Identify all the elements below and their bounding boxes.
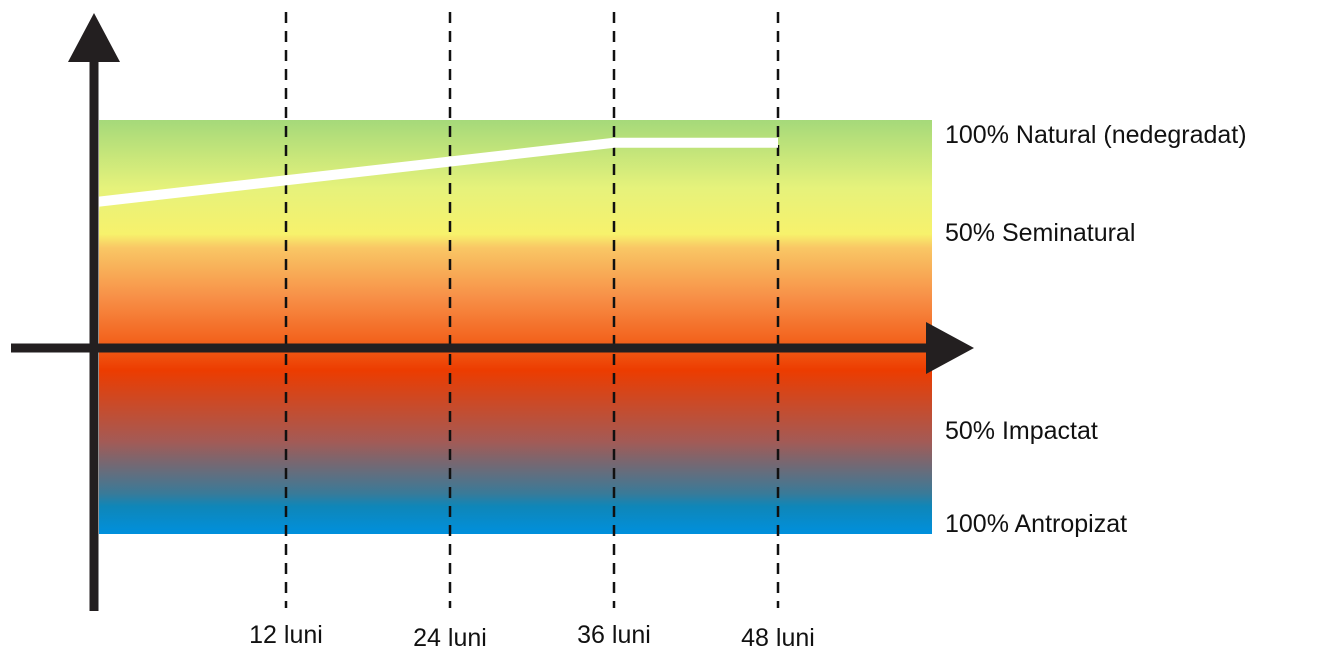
label-layer: 12 luni 24 luni 36 luni 48 luni 100% Natural… xyxy=(249,121,1247,652)
dashed-grid-layer xyxy=(284,12,780,608)
scale-label-2: 50% Seminatural xyxy=(945,219,1135,247)
y-axis-arrow xyxy=(68,13,120,62)
background-band xyxy=(99,120,932,534)
scale-label-1: 100% Natural (nedegradat) xyxy=(945,121,1247,149)
scale-label-3: 50% Impactat xyxy=(945,417,1098,445)
x-tick-label-2: 24 luni xyxy=(413,624,487,651)
x-axis-arrow xyxy=(926,322,974,374)
x-tick-label-1: 12 luni xyxy=(249,621,323,649)
axis-layer xyxy=(11,13,974,611)
scale-label-4: 100% Antropizat xyxy=(945,510,1127,538)
x-tick-label-4: 48 luni xyxy=(741,624,815,651)
x-tick-label-3: 36 luni xyxy=(577,621,651,649)
background-layer xyxy=(99,120,932,534)
